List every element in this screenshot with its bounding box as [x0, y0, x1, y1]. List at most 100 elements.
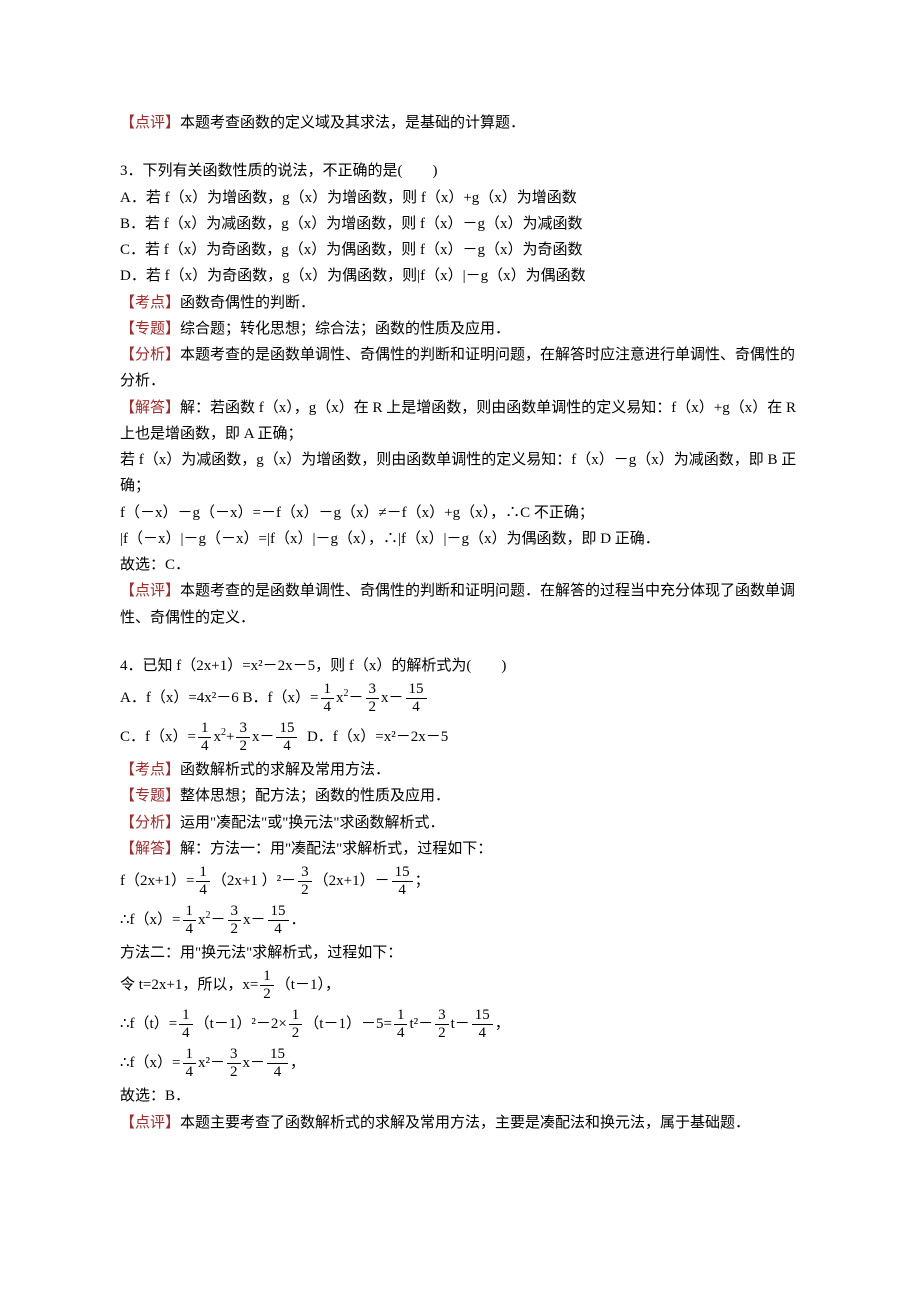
frac-den: 2: [298, 882, 312, 898]
q4-optC-pre: C．f（x）=: [120, 729, 196, 745]
txt: ．: [291, 912, 306, 928]
frac-den: 4: [183, 1064, 197, 1080]
frac-icon: 32: [227, 1047, 241, 1080]
frac-num: 3: [236, 721, 250, 738]
q4-optCD-line: C．f（x）=14x2+32x－154 D．f（x）=x²－2x－5: [120, 718, 805, 757]
q4-zt-tag: 【专题】: [120, 788, 180, 804]
frac-icon: 14: [321, 682, 335, 715]
page-body: 【点评】本题考查函数的定义域及其求法，是基础的计算题． 3．下列有关函数性质的说…: [0, 0, 920, 1216]
q4-m1: f（2x+1）=14（2x+1 ）²－32（2x+1）－154；: [120, 862, 805, 901]
frac-icon: 32: [366, 682, 380, 715]
frac-icon: 154: [268, 904, 289, 937]
q3-dp-text: 本题考查的是函数单调性、奇偶性的判断和证明问题．在解答的过程当中充分体现了函数单…: [120, 583, 795, 625]
prev-dp-text: 本题考查函数的定义域及其求法，是基础的计算题．: [180, 115, 525, 131]
txt: （t－1），: [276, 977, 340, 993]
txt: （2x+1 ）²－: [212, 873, 296, 889]
frac-icon: 14: [183, 1047, 197, 1080]
txt: x²－: [198, 1055, 225, 1071]
frac-num: 15: [472, 1008, 493, 1025]
q4-method2: 方法二：用"换元法"求解析式，过程如下：: [120, 940, 805, 966]
txt: +: [226, 729, 234, 745]
q4-fenxi: 【分析】运用"凑配法"或"换元法"求函数解析式．: [120, 810, 805, 836]
q4-optD: D．f（x）=x²－2x－5: [307, 729, 448, 745]
q3-kd-tag: 【考点】: [120, 295, 180, 311]
frac-num: 15: [392, 865, 413, 882]
q4-m2: ∴f（x）=14x2－32x－154．: [120, 901, 805, 940]
txt: －: [349, 690, 364, 706]
frac-icon: 14: [394, 1008, 408, 1041]
q3-jieda-3: f（－x）－g（－x）=－f（x）－g（x）≠－f（x）+g（x），∴C 不正确…: [120, 500, 805, 526]
q4-fx-tag: 【分析】: [120, 815, 180, 831]
q4-m3: 令 t=2x+1，所以，x=12（t－1），: [120, 966, 805, 1005]
q3-zhuanti: 【专题】综合题；转化思想；综合法；函数的性质及应用．: [120, 316, 805, 342]
frac-den: 4: [196, 882, 210, 898]
q4-fx-text: 运用"凑配法"或"换元法"求函数解析式．: [180, 815, 445, 831]
q4-kd-tag: 【考点】: [120, 762, 180, 778]
q3-fx-tag: 【分析】: [120, 347, 180, 363]
frac-den: 4: [276, 738, 297, 754]
frac-num: 1: [394, 1008, 408, 1025]
q3-optC: C．若 f（x）为奇函数，g（x）为偶函数，则 f（x）－g（x）为奇函数: [120, 237, 805, 263]
frac-icon: 32: [228, 904, 242, 937]
q4-zhuanti: 【专题】整体思想；配方法；函数的性质及应用．: [120, 783, 805, 809]
txt: （t－1）－5=: [304, 1016, 392, 1032]
frac-num: 1: [183, 904, 197, 921]
frac-num: 1: [179, 1008, 193, 1025]
txt: ∴f（x）=: [120, 1055, 181, 1071]
gap-2: [120, 631, 805, 653]
q3-jd-l1: 解：若函数 f（x），g（x）在 R 上是增函数，则由函数单调性的定义易知：f（…: [120, 400, 796, 442]
txt: t²－: [409, 1016, 433, 1032]
q3-answer: 故选：C．: [120, 552, 805, 578]
q4-optB-pre: B．f（x）=: [243, 690, 319, 706]
prev-dp-tag: 【点评】: [120, 115, 180, 131]
frac-icon: 32: [435, 1008, 449, 1041]
frac-icon: 14: [183, 904, 197, 937]
frac-icon: 32: [298, 865, 312, 898]
frac-icon: 14: [196, 865, 210, 898]
q3-dianping: 【点评】本题考查的是函数单调性、奇偶性的判断和证明问题．在解答的过程当中充分体现…: [120, 578, 805, 631]
frac-den: 4: [198, 738, 212, 754]
q4-dp-text: 本题主要考查了函数解析式的求解及常用方法，主要是凑配法和换元法，属于基础题．: [180, 1115, 750, 1131]
prev-dianping: 【点评】本题考查函数的定义域及其求法，是基础的计算题．: [120, 110, 805, 136]
q4-zt-text: 整体思想；配方法；函数的性质及应用．: [180, 788, 450, 804]
txt: （t－1）²－2×: [195, 1016, 287, 1032]
q3-fenxi: 【分析】本题考查的是函数单调性、奇偶性的判断和证明问题，在解答时应注意进行单调性…: [120, 342, 805, 395]
q4-answer: 故选：B．: [120, 1083, 805, 1109]
frac-den: 2: [236, 738, 250, 754]
txt: x: [336, 690, 344, 706]
frac-icon: 154: [276, 721, 297, 754]
q4-jd-tag: 【解答】: [120, 841, 180, 857]
txt: t－: [451, 1016, 470, 1032]
q4-kd-text: 函数解析式的求解及常用方法．: [180, 762, 390, 778]
txt: ∴f（x）=: [120, 912, 181, 928]
frac-num: 3: [228, 904, 242, 921]
frac-icon: 12: [260, 969, 274, 1002]
frac-den: 2: [289, 1025, 303, 1041]
frac-den: 4: [183, 921, 197, 937]
frac-num: 15: [268, 904, 289, 921]
q3-jieda-2: 若 f（x）为减函数，g（x）为增函数，则由函数单调性的定义易知：f（x）－g（…: [120, 447, 805, 500]
q3-kaodian: 【考点】函数奇偶性的判断．: [120, 290, 805, 316]
frac-den: 4: [472, 1025, 493, 1041]
frac-icon: 154: [392, 865, 413, 898]
q4-jieda-intro: 【解答】解：方法一：用"凑配法"求解析式，过程如下：: [120, 836, 805, 862]
q3-jieda-1: 【解答】解：若函数 f（x），g（x）在 R 上是增函数，则由函数单调性的定义易…: [120, 395, 805, 448]
frac-den: 4: [179, 1025, 193, 1041]
txt: x: [198, 912, 206, 928]
frac-den: 2: [435, 1025, 449, 1041]
q4-dianping: 【点评】本题主要考查了函数解析式的求解及常用方法，主要是凑配法和换元法，属于基础…: [120, 1110, 805, 1136]
txt: －: [211, 912, 226, 928]
q4-stem: 4．已知 f（2x+1）=x²－2x－5，则 f（x）的解析式为( ): [120, 653, 805, 679]
q4-m4: ∴f（t）=14（t－1）²－2×12（t－1）－5=14t²－32t－154，: [120, 1005, 805, 1044]
q4-optA: A．f（x）=4x²－6: [120, 690, 239, 706]
frac-den: 4: [268, 921, 289, 937]
frac-num: 3: [366, 682, 380, 699]
frac-icon: 154: [472, 1008, 493, 1041]
q4-m5: ∴f（x）=14x²－32x－154，: [120, 1044, 805, 1083]
frac-num: 1: [196, 865, 210, 882]
frac-icon: 14: [198, 721, 212, 754]
frac-num: 15: [276, 721, 297, 738]
txt: x－: [243, 1055, 266, 1071]
q4-jd-pre: 解：方法一：用"凑配法"求解析式，过程如下：: [180, 841, 492, 857]
q4-dp-tag: 【点评】: [120, 1115, 180, 1131]
